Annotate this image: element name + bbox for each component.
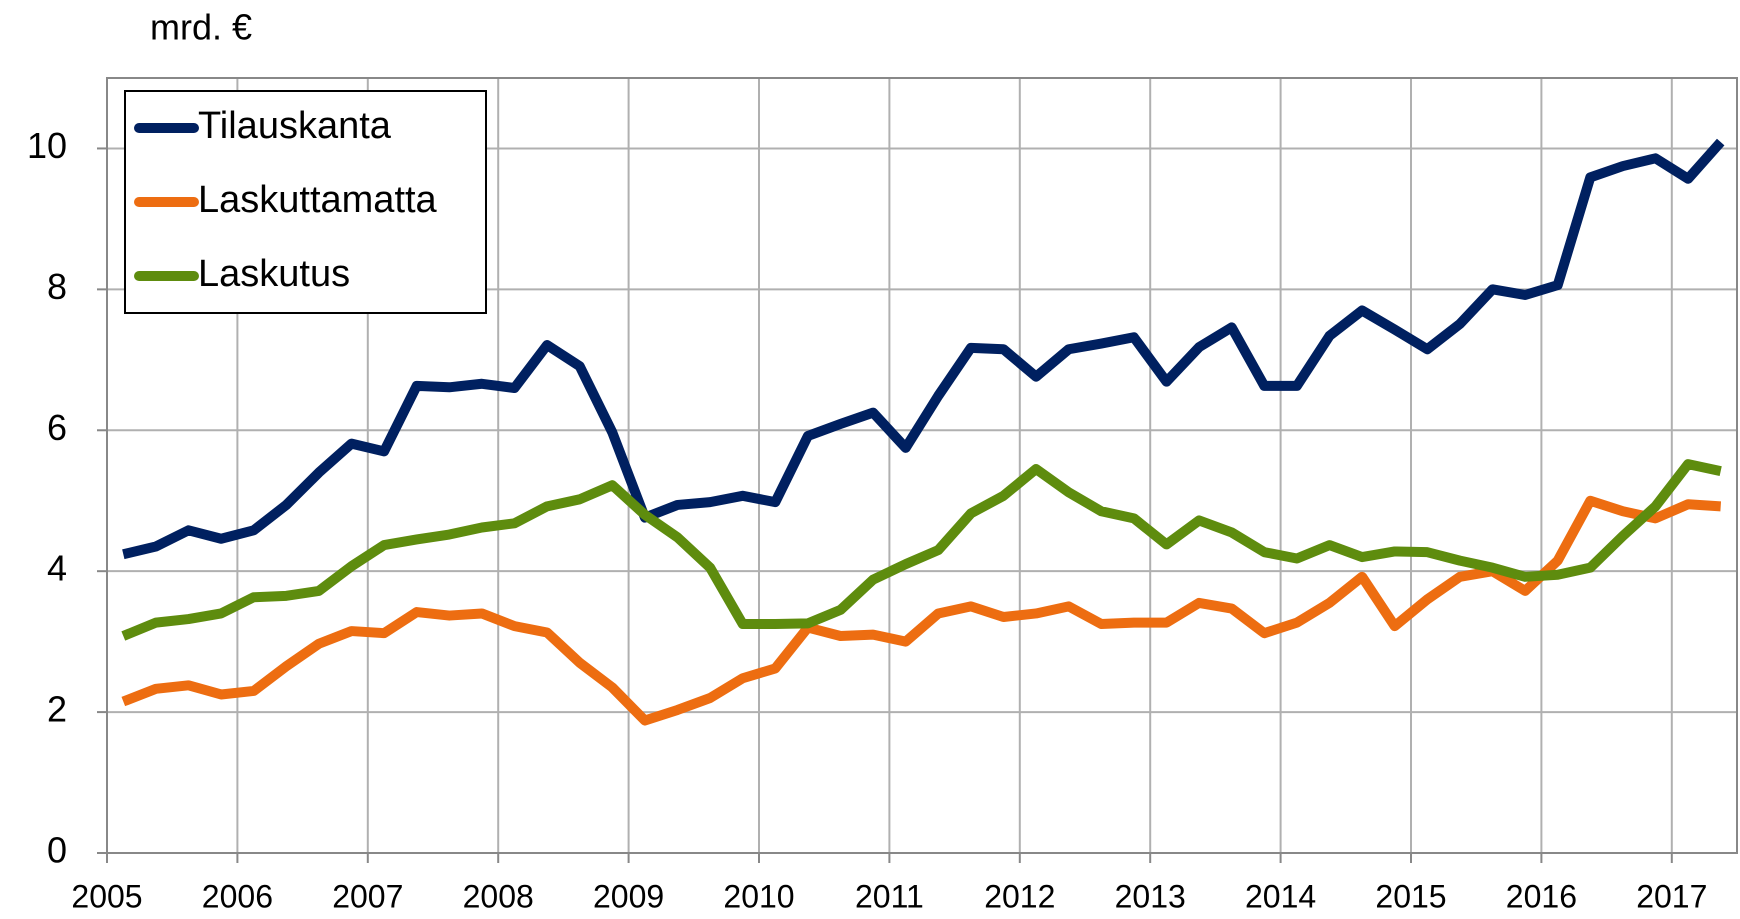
y-axis-label: mrd. € [150,7,252,48]
x-tick-label: 2014 [1245,878,1316,914]
x-tick-label: 2005 [71,878,142,914]
x-tick-label: 2010 [723,878,794,914]
x-tick-label: 2011 [855,878,924,914]
legend-label: Laskutus [198,253,350,295]
y-tick-label: 6 [47,407,67,448]
x-tick-label: 2007 [332,878,403,914]
line-series [121,459,1722,641]
y-tick-label: 10 [27,125,67,166]
y-tick-label: 2 [47,689,67,730]
x-tick-label: 2013 [1115,878,1186,914]
x-tick-label: 2012 [984,878,1055,914]
legend-label: Laskuttamatta [198,179,438,221]
y-tick-label: 8 [47,266,67,307]
line-series [122,138,1725,560]
legend-label: Tilauskanta [198,105,392,147]
x-tick-label: 2015 [1375,878,1446,914]
x-tick-label: 2009 [593,878,664,914]
x-tick-label: 2017 [1636,878,1707,914]
x-tick-label: 2006 [202,878,273,914]
line-series [121,495,1722,726]
plot-frame [106,77,1738,854]
x-tick-label: 2008 [463,878,534,914]
y-tick-label: 0 [47,830,67,871]
x-tick-label: 2016 [1506,878,1577,914]
y-tick-label: 4 [47,548,67,589]
